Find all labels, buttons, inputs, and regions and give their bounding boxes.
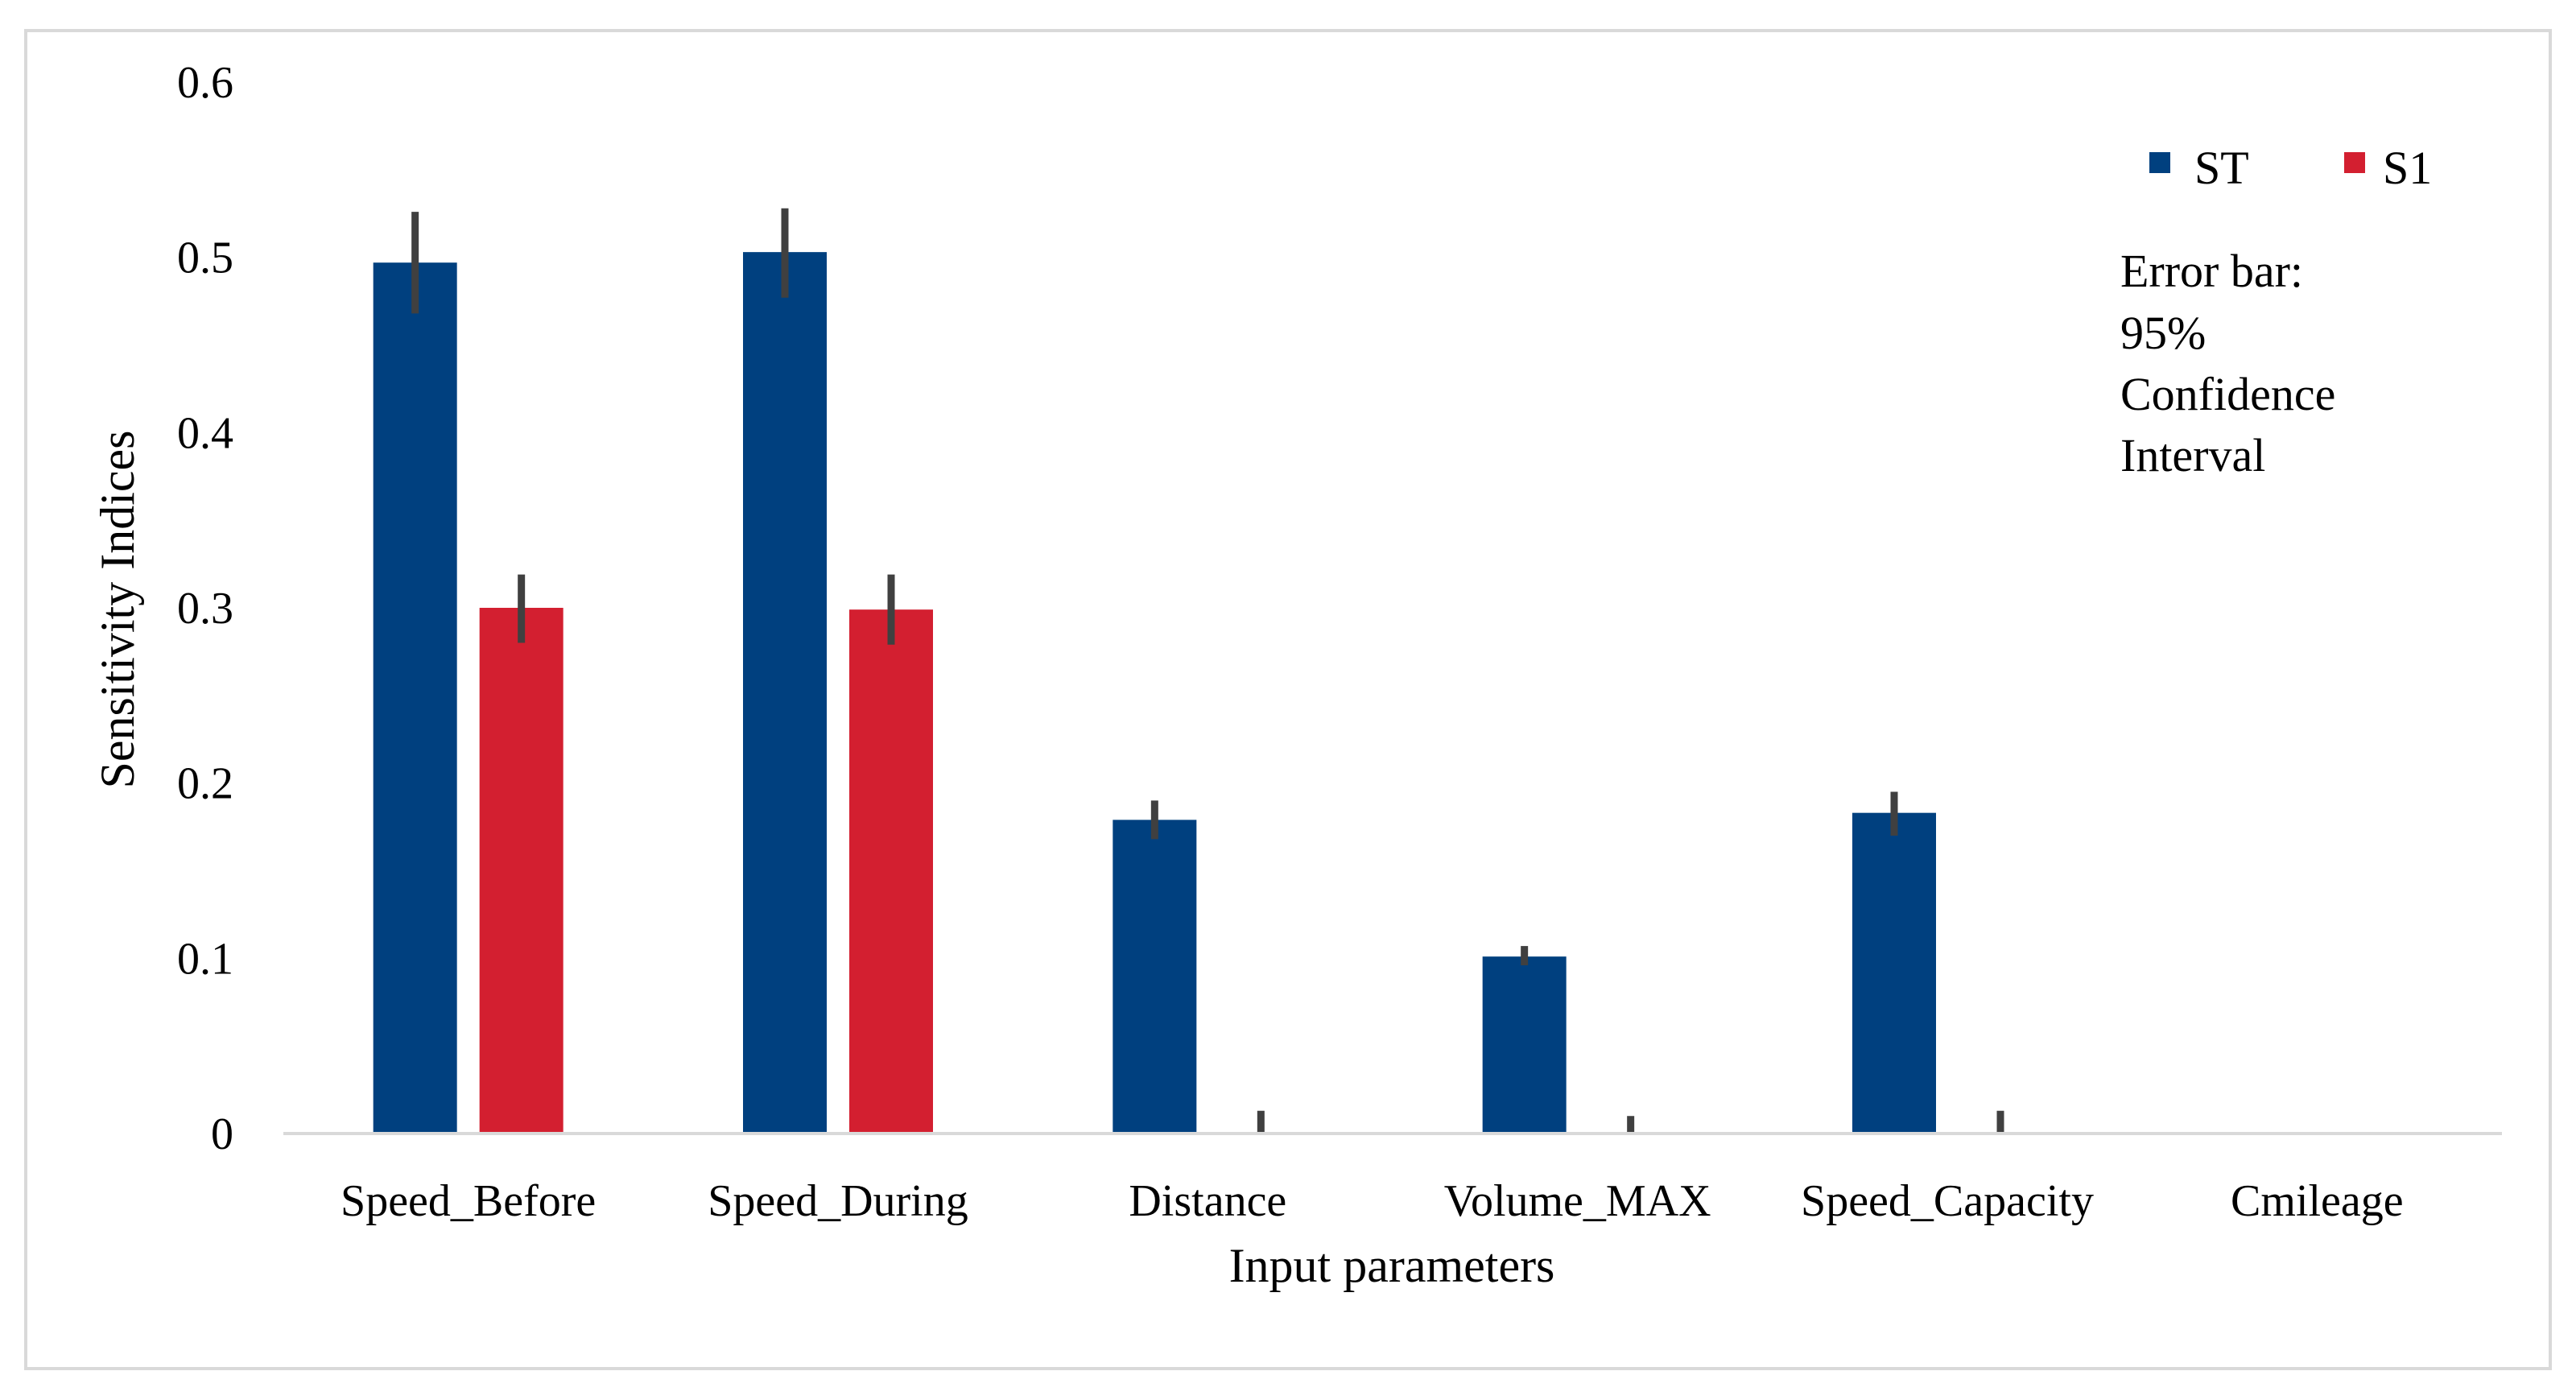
x-tick-labels: Speed_Before Speed_During Distance Volume_M… (341, 1176, 2404, 1226)
bar-st-distance (1113, 820, 1197, 1134)
y-tick-label: 0.6 (177, 58, 233, 108)
y-tick-label: 0.3 (177, 584, 233, 634)
legend: ST S1 (2149, 142, 2432, 194)
x-tick-label-volume-max: Volume_MAX (1444, 1176, 1711, 1226)
y-tick-label: 0.2 (177, 759, 233, 809)
error-bars-layer (411, 208, 2004, 1134)
bar-st-volume-max (1482, 956, 1567, 1134)
bar-st-speed-during (743, 252, 827, 1134)
legend-swatch-s1 (2344, 152, 2365, 173)
annotation-line-3: Confidence (2120, 368, 2335, 420)
annotation-line-2: 95% (2120, 307, 2206, 359)
bar-st-speed-before (373, 262, 457, 1134)
y-tick-label: 0.5 (177, 233, 233, 283)
bar-s1-speed-before (479, 608, 564, 1134)
x-axis-title: Input parameters (1229, 1239, 1555, 1292)
error-bar-annotation: Error bar: 95% Confidence Interval (2120, 245, 2335, 481)
legend-swatch-st (2149, 152, 2170, 173)
x-tick-label-speed-capacity: Speed_Capacity (1801, 1176, 2094, 1226)
bars-layer (373, 252, 1936, 1134)
y-tick-label: 0 (211, 1109, 233, 1159)
y-tick-label: 0.4 (177, 408, 233, 458)
bar-st-speed-capacity (1852, 812, 1936, 1134)
annotation-line-1: Error bar: (2120, 245, 2303, 297)
y-axis-title: Sensitivity Indices (91, 431, 144, 789)
x-tick-label-speed-before: Speed_Before (341, 1176, 596, 1226)
bar-s1-speed-during (849, 609, 933, 1134)
legend-label-st: ST (2194, 142, 2249, 194)
y-tick-label: 0.1 (177, 934, 233, 984)
annotation-line-4: Interval (2120, 429, 2265, 481)
x-tick-label-speed-during: Speed_During (708, 1176, 968, 1226)
x-tick-label-distance: Distance (1129, 1176, 1286, 1226)
legend-label-s1: S1 (2383, 142, 2432, 194)
y-tick-labels: 0 0.1 0.2 0.3 0.4 0.5 0.6 (177, 58, 233, 1159)
x-tick-label-cmileage: Cmileage (2231, 1176, 2404, 1226)
